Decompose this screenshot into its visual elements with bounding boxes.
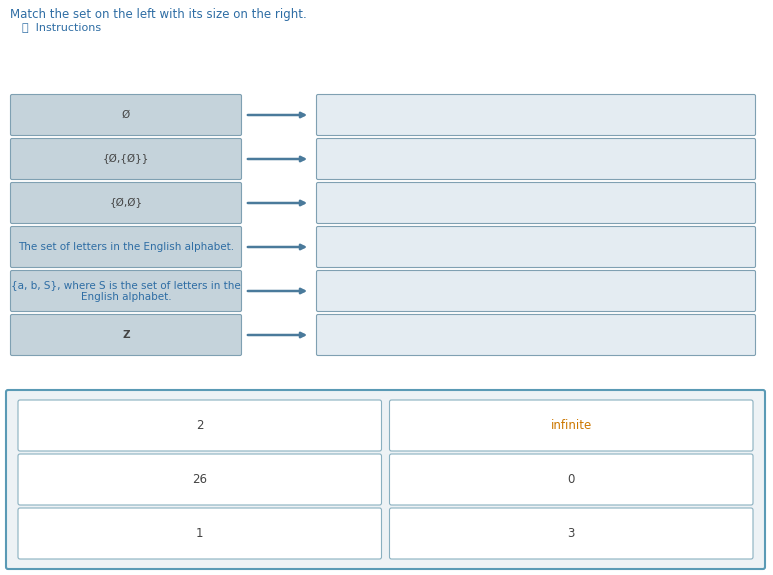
Text: The set of letters in the English alphabet.: The set of letters in the English alphab… [18, 242, 234, 252]
FancyBboxPatch shape [316, 182, 755, 224]
Text: 0: 0 [567, 473, 575, 486]
Text: {Ø,Ø}: {Ø,Ø} [110, 198, 142, 208]
FancyBboxPatch shape [11, 139, 241, 179]
FancyBboxPatch shape [390, 454, 753, 505]
FancyBboxPatch shape [316, 139, 755, 179]
Text: infinite: infinite [550, 419, 592, 432]
Text: Ø: Ø [122, 110, 130, 120]
Text: ⓘ  Instructions: ⓘ Instructions [22, 22, 101, 32]
FancyBboxPatch shape [316, 227, 755, 267]
Text: Z: Z [122, 330, 130, 340]
FancyBboxPatch shape [316, 315, 755, 355]
FancyBboxPatch shape [316, 270, 755, 312]
Text: {Ø,{Ø}}: {Ø,{Ø}} [103, 154, 149, 164]
FancyBboxPatch shape [11, 182, 241, 224]
FancyBboxPatch shape [11, 227, 241, 267]
FancyBboxPatch shape [316, 94, 755, 136]
FancyBboxPatch shape [390, 508, 753, 559]
FancyBboxPatch shape [18, 400, 382, 451]
Text: 2: 2 [196, 419, 203, 432]
Text: 3: 3 [567, 527, 575, 540]
Text: {a, b, S}, where S is the set of letters in the
English alphabet.: {a, b, S}, where S is the set of letters… [11, 280, 241, 302]
FancyBboxPatch shape [11, 270, 241, 312]
FancyBboxPatch shape [11, 315, 241, 355]
FancyBboxPatch shape [6, 390, 765, 569]
FancyBboxPatch shape [11, 94, 241, 136]
FancyBboxPatch shape [18, 454, 382, 505]
Text: Match the set on the left with its size on the right.: Match the set on the left with its size … [10, 8, 307, 21]
FancyBboxPatch shape [390, 400, 753, 451]
Text: 1: 1 [196, 527, 203, 540]
Text: 26: 26 [192, 473, 207, 486]
FancyBboxPatch shape [18, 508, 382, 559]
